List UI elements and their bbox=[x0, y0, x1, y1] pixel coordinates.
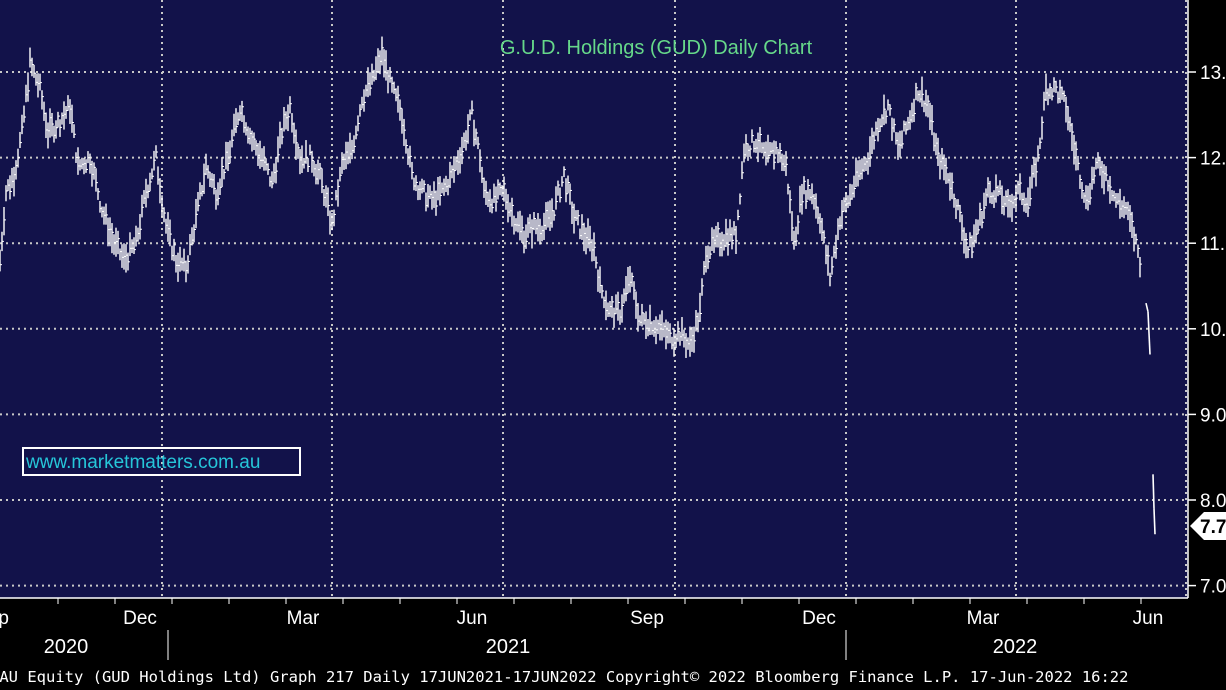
y-tick-label: 11. bbox=[1200, 234, 1225, 255]
x-tick-label: Mar bbox=[967, 608, 1000, 629]
y-tick-label: 12. bbox=[1200, 149, 1226, 170]
price-series bbox=[0, 36, 1156, 535]
chart-title: G.U.D. Holdings (GUD) Daily Chart bbox=[500, 37, 813, 59]
grid bbox=[0, 0, 1188, 598]
x-tick-label: Sep bbox=[630, 608, 664, 629]
y-tick-label: 10. bbox=[1200, 320, 1226, 341]
x-tick-label: Jun bbox=[1133, 608, 1164, 629]
price-bar bbox=[1145, 302, 1149, 312]
last-price-badge: 7.7 bbox=[1190, 512, 1226, 540]
y-tick-label: 13. bbox=[1200, 63, 1226, 84]
x-tick-label: Jun bbox=[457, 608, 488, 629]
y-tick-label: 9.0 bbox=[1200, 405, 1226, 426]
watermark-link[interactable]: www.marketmatters.com.au bbox=[26, 452, 261, 473]
price-bar bbox=[1153, 508, 1156, 535]
plot-background bbox=[0, 0, 1188, 598]
price-bar bbox=[1152, 474, 1155, 509]
x-tick-label: Sep bbox=[0, 608, 9, 629]
price-bar bbox=[1147, 311, 1151, 355]
watermark-box bbox=[22, 447, 301, 476]
x-year-label: 2021 bbox=[486, 636, 531, 658]
x-tick-label: Dec bbox=[123, 608, 157, 629]
y-tick-label: 7.0 bbox=[1200, 577, 1226, 598]
last-price-marker bbox=[1190, 512, 1226, 540]
x-year-label: 2022 bbox=[993, 636, 1038, 658]
x-tick-label: Mar bbox=[287, 608, 320, 629]
footer-text: GUD AU Equity (GUD Holdings Ltd) Graph 2… bbox=[0, 668, 1128, 686]
x-tick-label: Dec bbox=[802, 608, 836, 629]
y-axis-ticks: 13. 12. 11. 10. 9.0 8.0 7.0 bbox=[1188, 63, 1226, 598]
x-axis-ticks: Sep Dec Mar Jun Sep Dec Mar Jun 2020 2021 2022 bbox=[0, 598, 1163, 660]
y-tick-label: 8.0 bbox=[1200, 491, 1226, 512]
x-year-label: 2020 bbox=[44, 636, 89, 658]
last-price-label: 7.7 bbox=[1200, 517, 1226, 538]
